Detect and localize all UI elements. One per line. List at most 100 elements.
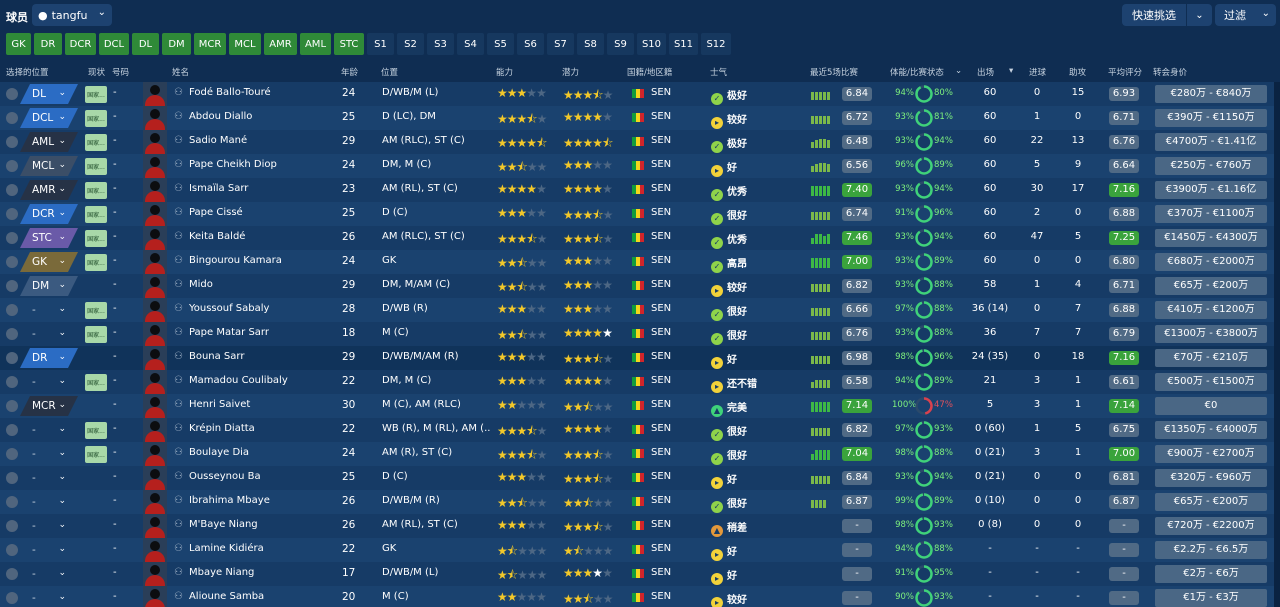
player-name[interactable]: ⚇ Henri Saivet (174, 399, 250, 410)
row-checkbox[interactable] (6, 568, 18, 580)
tab-s12[interactable]: S12 (701, 33, 731, 55)
tab-s6[interactable]: S6 (517, 33, 544, 55)
table-row[interactable]: - ⌄ 国家... - ⚇ Youssouf Sabaly 28 D/WB (R) … (0, 298, 1280, 322)
selected-position-dropdown[interactable]: DM ⌄ (20, 276, 78, 296)
row-checkbox[interactable] (6, 88, 18, 100)
selected-position-dropdown[interactable]: - ⌄ (20, 372, 78, 392)
tab-dcr[interactable]: DCR (65, 33, 96, 55)
player-name[interactable]: ⚇ Bingourou Kamara (174, 255, 282, 266)
selected-position-dropdown[interactable]: - ⌄ (20, 444, 78, 464)
view-selector[interactable]: ● tangfu ⌄ (32, 4, 112, 26)
selected-position-dropdown[interactable]: - ⌄ (20, 540, 78, 560)
chevron-down-icon[interactable]: ⌄ (955, 66, 963, 76)
table-row[interactable]: - ⌄ - ⚇ Alioune Samba 20 M (C) ★★★★★ ★★⯪★★… (0, 586, 1280, 607)
tab-s10[interactable]: S10 (637, 33, 666, 55)
player-name[interactable]: ⚇ Boulaye Dia (174, 447, 249, 458)
selected-position-dropdown[interactable]: - ⌄ (20, 516, 78, 536)
row-checkbox[interactable] (6, 544, 18, 556)
selected-position-dropdown[interactable]: - ⌄ (20, 492, 78, 512)
row-checkbox[interactable] (6, 400, 18, 412)
row-checkbox[interactable] (6, 592, 18, 604)
tab-aml[interactable]: AML (300, 33, 331, 55)
table-row[interactable]: DM ⌄ - ⚇ Mido 29 DM, M/AM (C) ★★⯪★★ ★★★★★ … (0, 274, 1280, 298)
row-checkbox[interactable] (6, 448, 18, 460)
table-row[interactable]: MCL ⌄ 国家... - ⚇ Pape Cheikh Diop 24 DM, M … (0, 154, 1280, 178)
table-row[interactable]: - ⌄ - ⚇ Mbaye Niang 17 D/WB/M (L) ★⯪★★★ ★★… (0, 562, 1280, 586)
table-row[interactable]: DR ⌄ - ⚇ Bouna Sarr 29 D/WB/M/AM (R) ★★★★★… (0, 346, 1280, 370)
player-name[interactable]: ⚇ Ousseynou Ba (174, 471, 261, 482)
table-row[interactable]: - ⌄ 国家... - ⚇ Boulaye Dia 24 AM (R), ST (C… (0, 442, 1280, 466)
row-checkbox[interactable] (6, 208, 18, 220)
scrollbar[interactable] (1274, 82, 1280, 607)
col-name[interactable]: 姓名 (172, 68, 190, 78)
col-morale[interactable]: 士气 (710, 68, 728, 78)
table-row[interactable]: - ⌄ - ⚇ M'Baye Niang 26 AM (RL), ST (C) ★★… (0, 514, 1280, 538)
table-row[interactable]: - ⌄ 国家... - ⚇ Pape Matar Sarr 18 M (C) ★★⯪… (0, 322, 1280, 346)
tab-s9[interactable]: S9 (607, 33, 634, 55)
row-checkbox[interactable] (6, 280, 18, 292)
row-checkbox[interactable] (6, 136, 18, 148)
col-ability[interactable]: 能力 (496, 68, 514, 78)
row-checkbox[interactable] (6, 160, 18, 172)
col-status[interactable]: 现状 (88, 68, 106, 78)
tab-dcl[interactable]: DCL (99, 33, 129, 55)
tab-dm[interactable]: DM (162, 33, 191, 55)
table-row[interactable]: DCR ⌄ 国家... - ⚇ Pape Cissé 25 D (C) ★★★★★ … (0, 202, 1280, 226)
tab-s5[interactable]: S5 (487, 33, 514, 55)
col-value[interactable]: 转会身价 (1153, 68, 1188, 78)
row-checkbox[interactable] (6, 472, 18, 484)
table-row[interactable]: AMR ⌄ 国家... - ⚇ Ismaïla Sarr 23 AM (RL), S… (0, 178, 1280, 202)
tab-stc[interactable]: STC (334, 33, 364, 55)
selected-position-dropdown[interactable]: MCL ⌄ (20, 156, 78, 176)
col-apps[interactable]: 出场 (977, 68, 995, 78)
selected-position-dropdown[interactable]: - ⌄ (20, 588, 78, 607)
player-name[interactable]: ⚇ Keita Baldé (174, 231, 245, 242)
player-name[interactable]: ⚇ M'Baye Niang (174, 519, 258, 530)
table-row[interactable]: AML ⌄ 国家... - ⚇ Sadio Mané 29 AM (RLC), ST… (0, 130, 1280, 154)
player-name[interactable]: ⚇ Fodé Ballo-Touré (174, 87, 271, 98)
tab-dr[interactable]: DR (34, 33, 62, 55)
player-name[interactable]: ⚇ Mido (174, 279, 213, 290)
col-assists[interactable]: 助攻 (1069, 68, 1087, 78)
player-name[interactable]: ⚇ Mamadou Coulibaly (174, 375, 288, 386)
player-name[interactable]: ⚇ Bouna Sarr (174, 351, 244, 362)
table-row[interactable]: - ⌄ - ⚇ Ousseynou Ba 25 D (C) ★★★★★ ★★★⯪★ … (0, 466, 1280, 490)
player-name[interactable]: ⚇ Ismaïla Sarr (174, 183, 248, 194)
player-name[interactable]: ⚇ Lamine Kidiéra (174, 543, 264, 554)
tab-dl[interactable]: DL (132, 33, 159, 55)
selected-position-dropdown[interactable]: DR ⌄ (20, 348, 78, 368)
player-name[interactable]: ⚇ Pape Cissé (174, 207, 243, 218)
quick-pick-menu-button[interactable]: ⌄ (1187, 4, 1212, 26)
col-number[interactable]: 号码 (112, 68, 130, 78)
table-row[interactable]: - ⌄ - ⚇ Lamine Kidiéra 22 GK ★⯪★★★ ★⯪★★★ S… (0, 538, 1280, 562)
sort-desc-icon[interactable]: ▾ (1009, 66, 1014, 76)
tab-mcl[interactable]: MCL (229, 33, 261, 55)
table-row[interactable]: MCR ⌄ - ⚇ Henri Saivet 30 M (C), AM (RLC) … (0, 394, 1280, 418)
table-row[interactable]: DL ⌄ 国家... - ⚇ Fodé Ballo-Touré 24 D/WB/M … (0, 82, 1280, 106)
player-name[interactable]: ⚇ Youssouf Sabaly (174, 303, 269, 314)
selected-position-dropdown[interactable]: DCR ⌄ (20, 204, 78, 224)
selected-position-dropdown[interactable]: GK ⌄ (20, 252, 78, 272)
tab-s7[interactable]: S7 (547, 33, 574, 55)
player-name[interactable]: ⚇ Mbaye Niang (174, 567, 254, 578)
row-checkbox[interactable] (6, 112, 18, 124)
table-row[interactable]: - ⌄ - ⚇ Ibrahima Mbaye 26 D/WB/M (R) ★★⯪★★… (0, 490, 1280, 514)
selected-position-dropdown[interactable]: AML ⌄ (20, 132, 78, 152)
selected-position-dropdown[interactable]: AMR ⌄ (20, 180, 78, 200)
selected-position-dropdown[interactable]: MCR ⌄ (20, 396, 78, 416)
table-row[interactable]: - ⌄ 国家... - ⚇ Krépin Diatta 22 WB (R), M (… (0, 418, 1280, 442)
tab-amr[interactable]: AMR (264, 33, 297, 55)
table-row[interactable]: GK ⌄ 国家... - ⚇ Bingourou Kamara 24 GK ★★⯪★… (0, 250, 1280, 274)
col-age[interactable]: 年龄 (341, 68, 359, 78)
row-checkbox[interactable] (6, 424, 18, 436)
row-checkbox[interactable] (6, 328, 18, 340)
row-checkbox[interactable] (6, 376, 18, 388)
col-avg-rating[interactable]: 平均评分 (1108, 68, 1143, 78)
selected-position-dropdown[interactable]: STC ⌄ (20, 228, 78, 248)
selected-position-dropdown[interactable]: - ⌄ (20, 300, 78, 320)
selected-position-dropdown[interactable]: - ⌄ (20, 468, 78, 488)
table-row[interactable]: DCL ⌄ 国家... - ⚇ Abdou Diallo 25 D (LC), DM… (0, 106, 1280, 130)
selected-position-dropdown[interactable]: DCL ⌄ (20, 108, 78, 128)
filter-button[interactable]: 过滤 ⌄ (1215, 4, 1276, 26)
col-condition[interactable]: 体能/比赛状态 (890, 68, 944, 78)
